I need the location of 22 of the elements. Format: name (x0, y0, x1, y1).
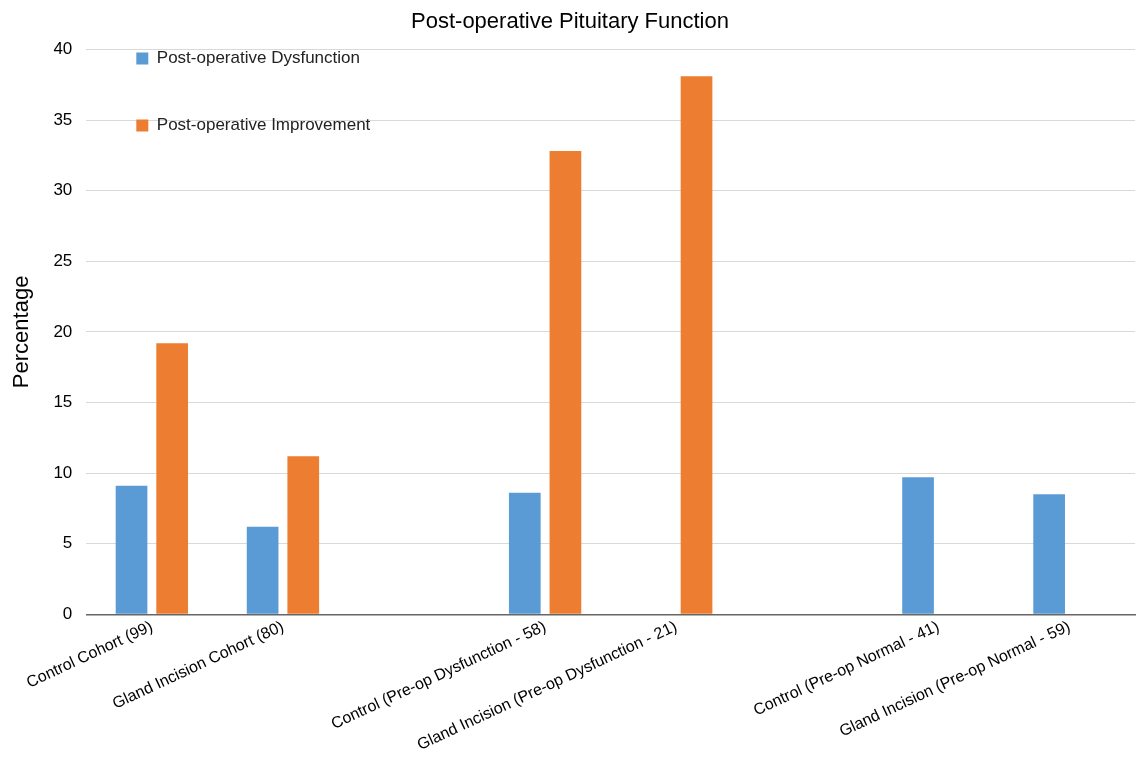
y-tick-label: 10 (53, 462, 73, 482)
bar (246, 526, 279, 614)
bar (508, 492, 541, 614)
y-axis-title: Percentage (8, 275, 34, 389)
y-tick-label: 30 (53, 180, 73, 200)
bar (902, 477, 934, 614)
y-tick-label: 40 (53, 39, 73, 59)
bar (156, 343, 189, 614)
bar (1033, 494, 1065, 614)
y-tick-label: 0 (62, 604, 73, 624)
y-tick-label: 15 (53, 392, 73, 412)
legend-label: Post-operative Improvement (156, 115, 371, 135)
bar (549, 151, 582, 614)
bar (115, 485, 148, 614)
bar (287, 456, 320, 614)
y-tick-label: 35 (53, 109, 73, 129)
bar (680, 76, 713, 614)
y-tick-label: 25 (53, 250, 73, 270)
y-tick-label: 20 (53, 321, 73, 341)
legend-label: Post-operative Dysfunction (156, 48, 360, 68)
chart-title: Post-operative Pituitary Function (411, 8, 729, 34)
y-tick-label: 5 (62, 533, 73, 553)
